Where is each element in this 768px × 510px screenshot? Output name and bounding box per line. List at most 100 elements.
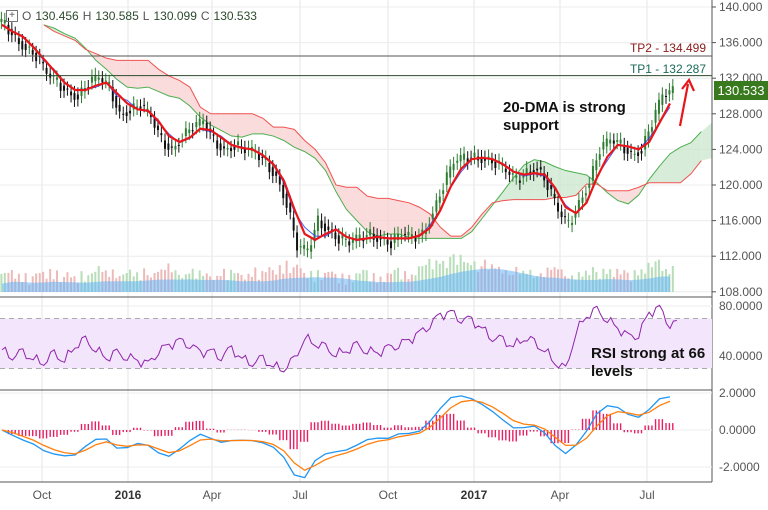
candle-body (205, 122, 208, 132)
candle-body (463, 153, 466, 160)
candle-body (156, 125, 159, 131)
close-label: C (200, 9, 210, 23)
candle-body (90, 76, 93, 83)
candle-body (358, 234, 361, 240)
rsi-tick-label: 40.0000 (719, 349, 763, 363)
ichimoku-cloud-segment (304, 140, 316, 159)
candle-body (431, 213, 434, 220)
open-value: 130.456 (35, 9, 79, 23)
candle-body (389, 241, 392, 249)
candle-body (136, 106, 139, 108)
candle-body (532, 170, 535, 175)
candle-body (14, 33, 17, 35)
candle-body (129, 110, 132, 114)
volume-bar (654, 261, 657, 292)
candle-body (66, 88, 69, 90)
close-value: 130.533 (213, 9, 257, 23)
candle-body (626, 147, 629, 154)
ichimoku-cloud-segment (273, 127, 284, 141)
volume-bar (397, 267, 400, 292)
candle-body (268, 162, 271, 173)
candle-body (146, 108, 149, 110)
ichimoku-cloud-segment (649, 166, 660, 183)
ichimoku-cloud-segment (231, 113, 243, 138)
candle-body (59, 82, 62, 91)
candle-body (243, 147, 246, 154)
candle-body (282, 185, 285, 199)
candle-body (160, 133, 163, 136)
volume-bar (417, 266, 420, 292)
volume-bar (254, 267, 257, 292)
candle-body (17, 38, 20, 45)
candle-body (571, 222, 574, 226)
candle-body (299, 246, 302, 248)
ichimoku-cloud-segment (356, 187, 368, 232)
open-label: O (22, 9, 32, 23)
candle-body (668, 90, 671, 95)
volume-bar (404, 271, 407, 292)
candle-body (404, 233, 407, 235)
candle-body (257, 153, 260, 161)
candle-body (237, 141, 240, 145)
candle-body (435, 200, 438, 212)
candle-body (400, 235, 403, 237)
senkou-span-b (43, 24, 702, 237)
candle-body (101, 78, 104, 83)
high-label: H (82, 9, 92, 23)
candle-body (122, 113, 125, 115)
candle-body (355, 234, 358, 242)
candle-body (31, 50, 34, 55)
volume-bar (657, 259, 660, 292)
candle-body (508, 171, 511, 175)
candle-body (522, 176, 525, 178)
expand-plus-icon[interactable]: + (6, 10, 18, 22)
volume-bar (10, 270, 13, 292)
candle-body (550, 185, 553, 190)
volume-bar (42, 271, 45, 292)
candle-body (296, 232, 299, 251)
candle-body (108, 81, 111, 85)
up-arrow-head-icon (681, 77, 696, 92)
candle-body (445, 172, 448, 185)
ichimoku-cloud-segment (367, 196, 378, 237)
candle-body (414, 238, 417, 242)
candle-body (470, 157, 473, 159)
candle-body (574, 212, 577, 218)
ichimoku-cloud-segment (116, 60, 128, 88)
volume-bar (0, 273, 3, 292)
candle-body (226, 148, 229, 150)
candle-body (3, 19, 6, 24)
candle-body (459, 155, 462, 162)
candle-body (143, 104, 146, 106)
candle-body (619, 139, 622, 144)
x-tick-label: Apr (203, 488, 222, 502)
volume-bar (393, 269, 396, 292)
volume-bar (285, 260, 288, 292)
ohlc-legend: + O 130.456 H 130.585 L 130.099 C 130.533 (6, 9, 257, 23)
candle-body (483, 157, 486, 161)
candle-body (397, 233, 400, 240)
tp1-label: TP1 - 132.287 (629, 62, 706, 76)
candle-body (556, 202, 559, 212)
candle-body (665, 96, 667, 97)
candle-body (184, 128, 187, 137)
candle-body (654, 109, 657, 123)
candle-body (35, 52, 38, 62)
dma-20-line (1, 23, 671, 242)
ichimoku-cloud-segment (242, 113, 253, 138)
candle-body (188, 129, 191, 134)
volume-bar (49, 269, 52, 292)
candle-body (588, 184, 591, 188)
candle-body (650, 127, 653, 132)
candle-body (80, 87, 83, 96)
tp2-label: TP2 - 134.499 (629, 41, 706, 55)
candle-body (219, 143, 222, 151)
y-tick-label: 116.000 (719, 214, 762, 228)
candle-body (584, 193, 587, 196)
candle-body (306, 248, 309, 251)
candle-body (595, 160, 598, 171)
candle-body (310, 245, 313, 252)
candle-body (612, 140, 615, 144)
